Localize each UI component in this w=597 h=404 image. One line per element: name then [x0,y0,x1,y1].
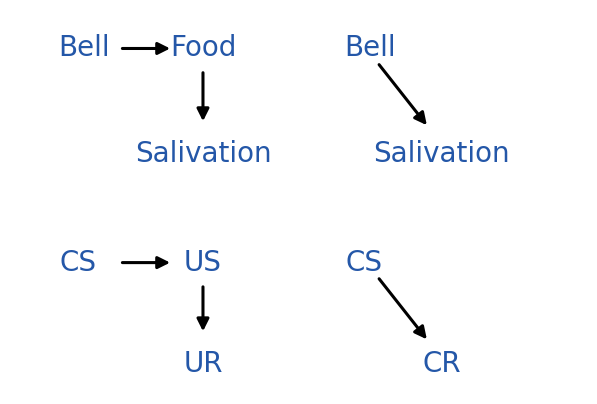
Text: CS: CS [346,248,383,277]
Text: UR: UR [183,349,223,378]
Text: Bell: Bell [58,34,109,63]
Text: CR: CR [423,349,461,378]
Text: Bell: Bell [344,34,396,63]
Text: CS: CS [59,248,96,277]
Text: Food: Food [170,34,236,63]
Text: Salivation: Salivation [135,139,271,168]
Text: Salivation: Salivation [374,139,510,168]
Text: US: US [184,248,222,277]
